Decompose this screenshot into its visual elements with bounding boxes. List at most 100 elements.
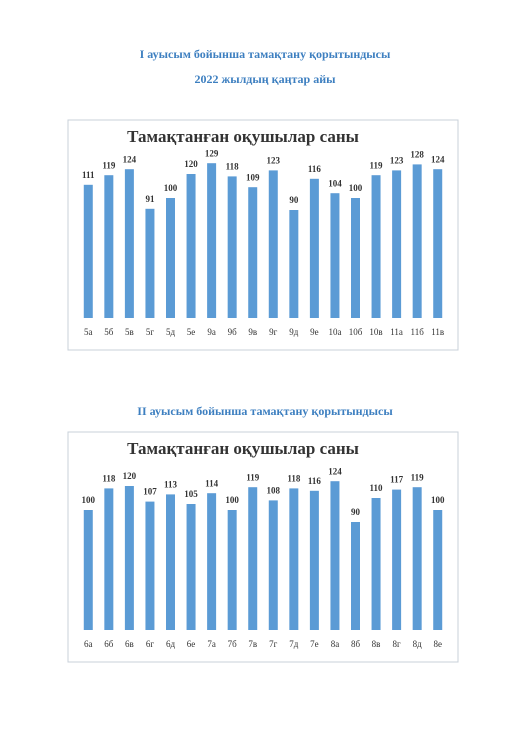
value-label: 110: [370, 483, 384, 493]
category-label: 7г: [269, 639, 278, 649]
chart-title: Тамақтанған оқушылар саны: [127, 127, 359, 146]
chart-title: Тамақтанған оқушылар саны: [127, 439, 359, 458]
bar: [433, 169, 443, 318]
bar: [83, 510, 93, 630]
category-label: 9а: [207, 327, 216, 337]
bar: [166, 198, 175, 318]
value-label: 100: [82, 495, 96, 505]
value-label: 107: [143, 487, 157, 497]
bar: [289, 488, 299, 630]
category-label: 9д: [289, 327, 299, 337]
category-label: 5б: [104, 327, 114, 337]
category-label: 8д: [413, 639, 423, 649]
value-label: 119: [246, 472, 260, 482]
bar: [124, 486, 134, 630]
bar: [145, 501, 155, 630]
value-label: 116: [308, 476, 322, 486]
value-label: 124: [328, 466, 342, 476]
category-label: 8е: [433, 639, 442, 649]
bar: [412, 487, 422, 630]
category-label: 9в: [248, 327, 257, 337]
category-label: 7б: [228, 639, 238, 649]
value-label: 113: [164, 479, 178, 489]
value-label: 118: [226, 161, 240, 171]
bar: [83, 184, 93, 318]
category-label: 6в: [125, 639, 134, 649]
value-label: 119: [370, 160, 384, 170]
value-label: 123: [390, 155, 404, 165]
value-label: 90: [289, 195, 299, 205]
category-label: 8г: [393, 639, 402, 649]
category-label: 11б: [411, 327, 425, 337]
category-label: 11в: [431, 327, 444, 337]
category-label: 6д: [166, 639, 176, 649]
category-label: 5е: [187, 327, 196, 337]
value-label: 124: [123, 154, 137, 164]
value-label: 117: [390, 475, 404, 485]
category-label: 9е: [310, 327, 319, 337]
bar: [104, 488, 114, 630]
heading: I ауысым бойынша тамақтану қорытындысы: [140, 47, 391, 61]
category-label: 8б: [351, 639, 361, 649]
value-label: 128: [410, 149, 424, 159]
bar: [124, 169, 134, 318]
bar: [309, 178, 319, 318]
bar: [248, 487, 258, 630]
category-label: 5д: [166, 327, 176, 337]
bar: [248, 187, 258, 318]
bar: [145, 208, 155, 318]
bar: [104, 175, 114, 318]
bar: [371, 498, 381, 630]
value-label: 90: [351, 507, 361, 517]
chart-frame: [67, 431, 459, 663]
bar: [227, 176, 237, 318]
category-label: 7е: [310, 639, 319, 649]
value-label: 120: [184, 159, 198, 169]
category-label: 6б: [104, 639, 114, 649]
chart-frame: [67, 119, 459, 351]
bar: [412, 164, 422, 318]
value-label: 100: [431, 495, 445, 505]
bar: [186, 504, 196, 630]
category-label: 6г: [146, 639, 155, 649]
bar: [268, 500, 278, 630]
bar: [392, 170, 402, 318]
category-label: 6е: [187, 639, 196, 649]
value-label: 118: [102, 473, 116, 483]
value-label: 105: [184, 489, 198, 499]
value-label: 91: [145, 194, 155, 204]
value-label: 114: [205, 478, 219, 488]
category-label: 10а: [328, 327, 341, 337]
category-label: 9г: [269, 327, 278, 337]
value-label: 118: [287, 473, 301, 483]
category-label: 8в: [372, 639, 381, 649]
value-label: 104: [328, 178, 342, 188]
bar: [392, 489, 402, 630]
value-label: 129: [205, 148, 219, 158]
category-label: 5в: [125, 327, 134, 337]
category-label: 5г: [146, 327, 155, 337]
value-label: 100: [225, 495, 239, 505]
category-label: 10в: [369, 327, 382, 337]
value-label: 100: [349, 183, 363, 193]
category-label: 9б: [228, 327, 238, 337]
bar: [289, 210, 299, 318]
category-label: 10б: [349, 327, 363, 337]
bar: [433, 510, 443, 630]
value-label: 111: [82, 170, 95, 180]
bar: [351, 522, 360, 630]
category-label: 6а: [84, 639, 93, 649]
bar: [309, 490, 319, 630]
category-label: 11а: [390, 327, 403, 337]
bar: [330, 193, 340, 318]
bar: [371, 175, 381, 318]
bar: [351, 198, 360, 318]
category-label: 7а: [207, 639, 216, 649]
value-label: 100: [164, 183, 178, 193]
bar: [166, 494, 175, 630]
category-label: 5а: [84, 327, 93, 337]
value-label: 109: [246, 172, 260, 182]
category-label: 8а: [331, 639, 340, 649]
